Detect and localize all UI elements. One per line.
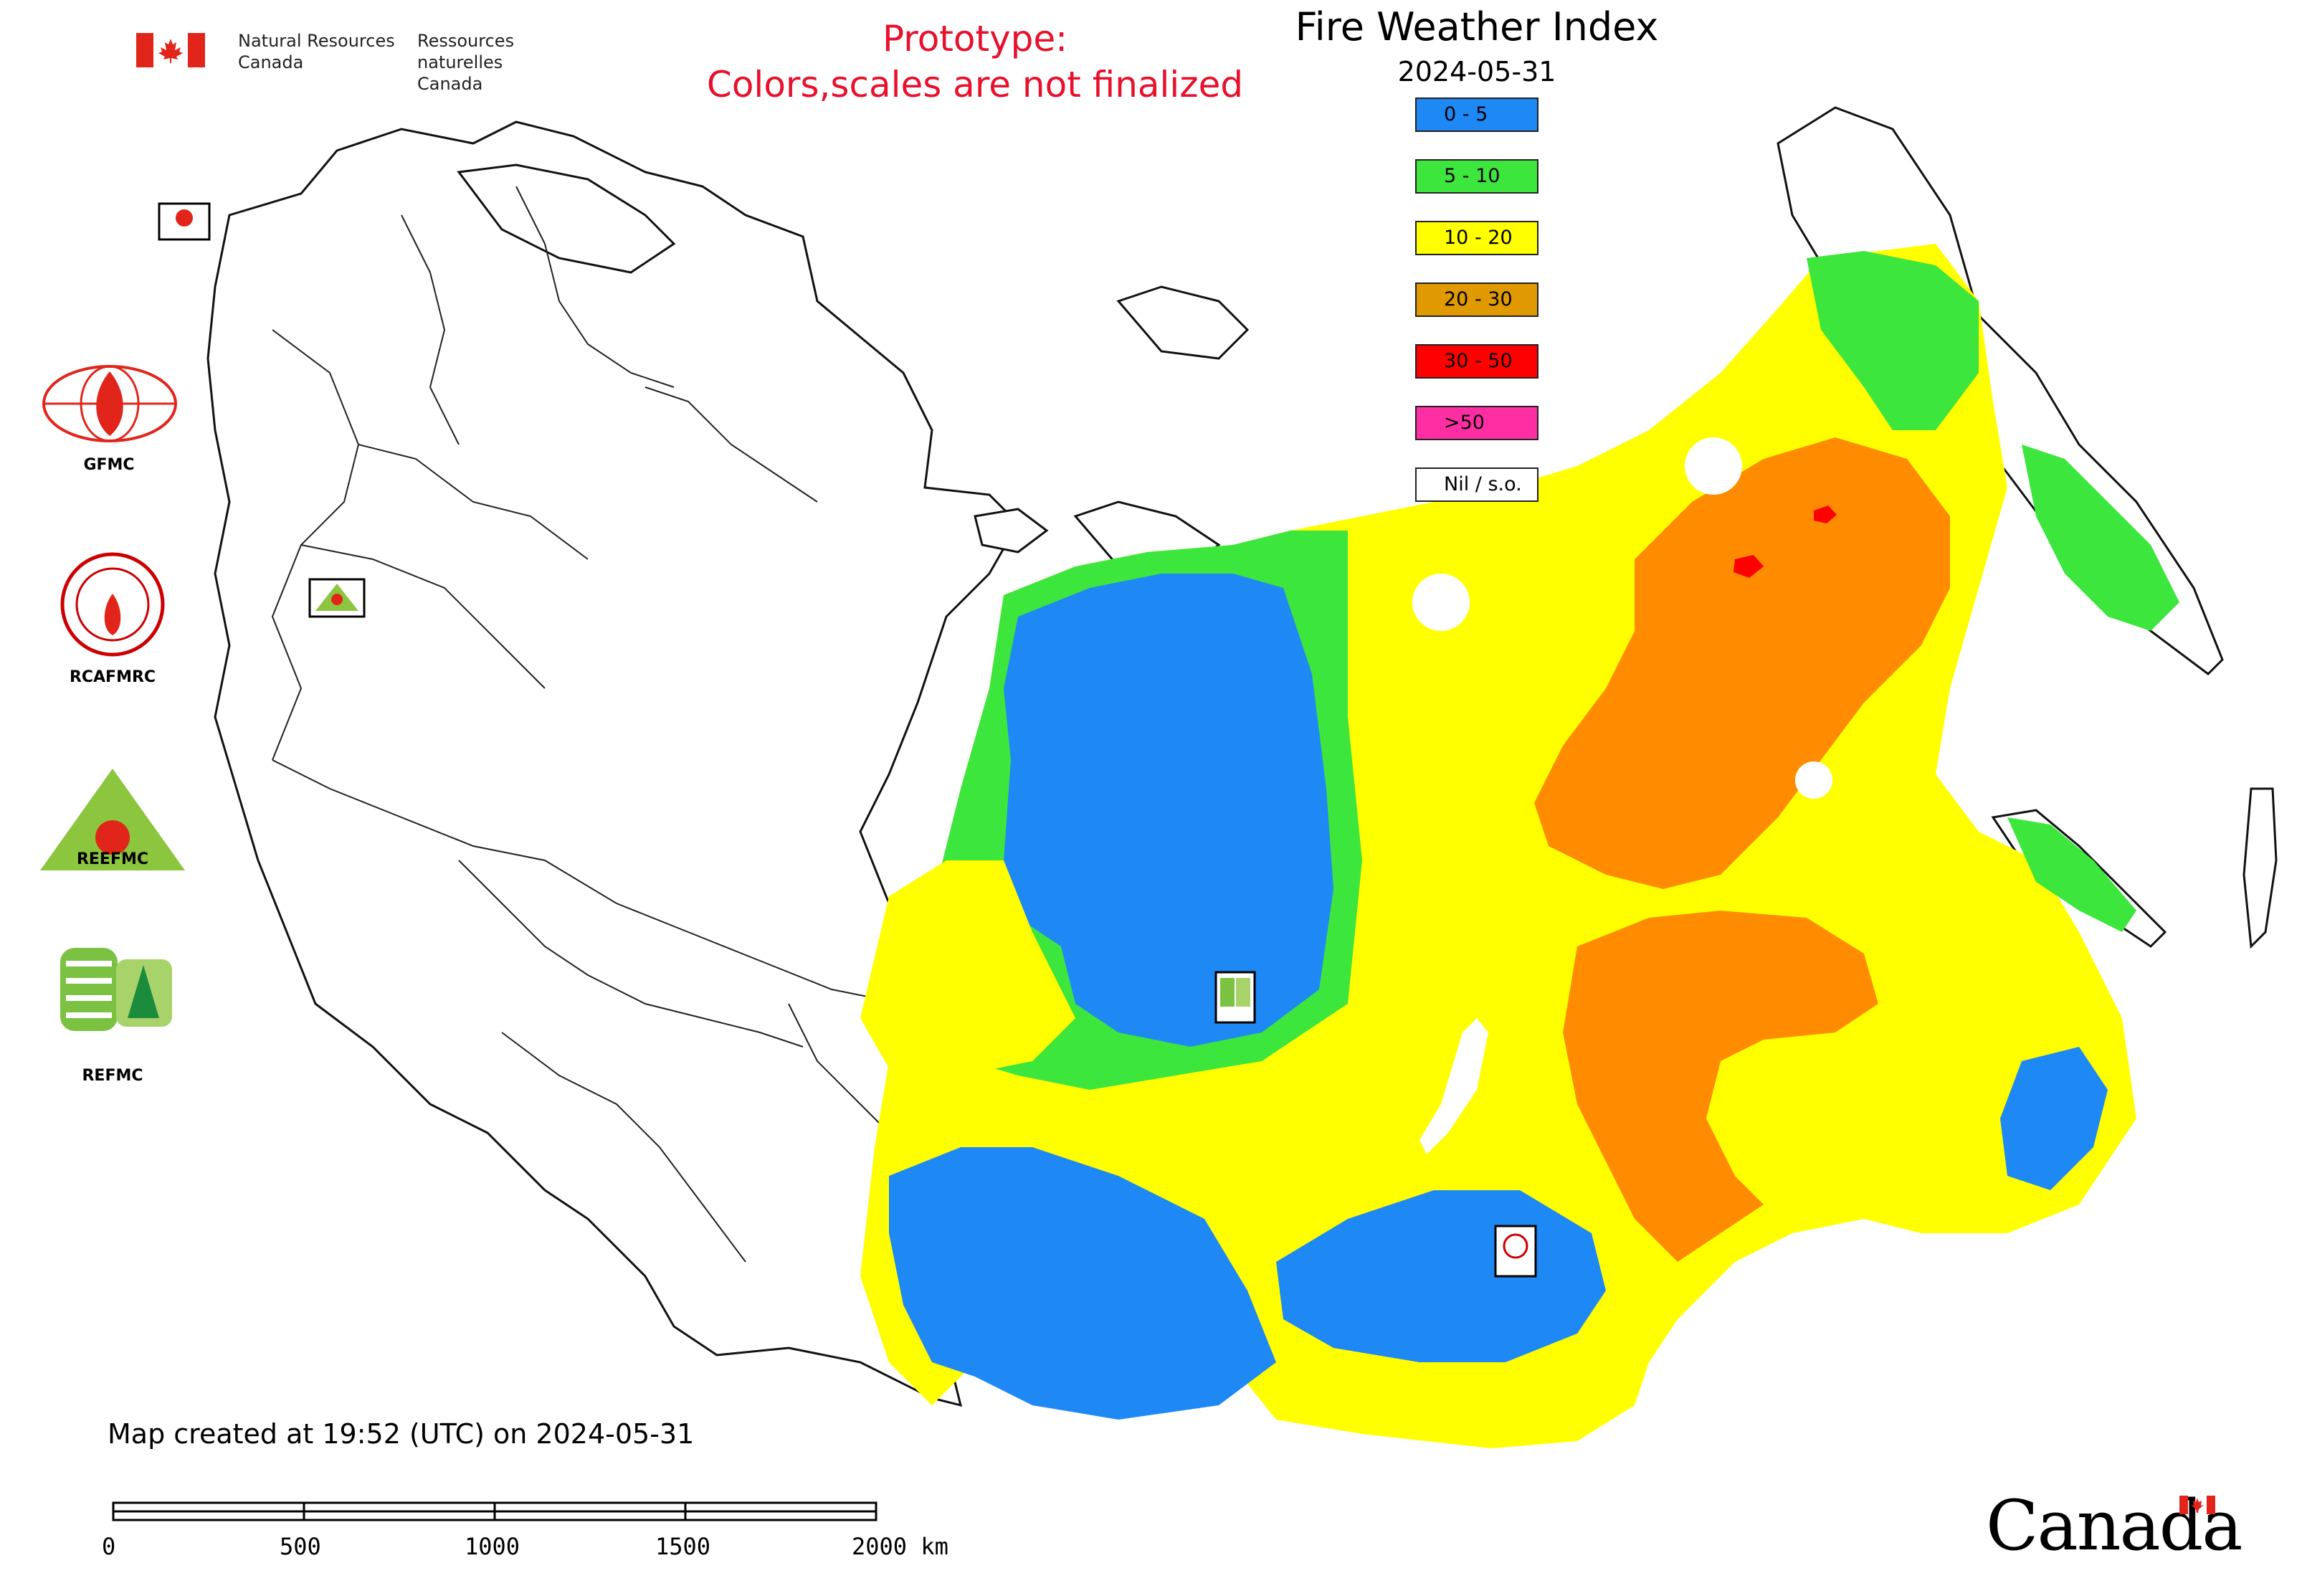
legend-item-5-10: 5 - 10 (1415, 159, 1538, 194)
scale-tick-1000: 1000 (465, 1533, 520, 1560)
scale-tick-0: 0 (102, 1533, 116, 1560)
map-title: Fire Weather Index (1295, 4, 1659, 49)
logo-label-rcafmrc: RCAFMRC (69, 668, 156, 686)
legend-item-10-20: 10 - 20 (1415, 221, 1538, 255)
scale-tick-2000: 2000 km (852, 1533, 948, 1560)
scale-tick-500: 500 (280, 1533, 321, 1560)
logo-label-reefmc: REEFMC (76, 850, 149, 868)
rcafmrc-seal-icon (60, 552, 165, 657)
logo-label-refmc: REFMC (82, 1067, 143, 1085)
fwi-nil-circle-3 (1795, 761, 1832, 799)
fwi-zone-blue-primorye (2000, 1047, 2108, 1190)
scale-bar (112, 1501, 877, 1521)
fwi-nil-circle-2 (1412, 574, 1470, 631)
gfmc-globe-flame-icon (42, 365, 177, 442)
map-logo-rcafmrc (1494, 1225, 1537, 1278)
fwi-zone-blue-west (1004, 574, 1333, 1047)
map-logo-reefmc (308, 578, 366, 618)
map-date: 2024-05-31 (1397, 56, 1556, 87)
legend-item-0-5: 0 - 5 (1415, 98, 1538, 132)
fwi-zone-red-hotspot-2 (1733, 555, 1764, 578)
map-logo-refmc (1214, 971, 1256, 1024)
fwi-zone-orange-yakutia (1534, 437, 1950, 889)
legend-item-over-50: >50 (1415, 406, 1538, 440)
logo-label-gfmc: GFMC (83, 456, 135, 474)
fwi-region (860, 244, 2179, 1448)
scale-tick-1500: 1500 (655, 1533, 711, 1560)
prototype-notice: Prototype: Colors,scales are not finaliz… (706, 18, 1244, 105)
fwi-zone-orange-amur (1563, 911, 1878, 1262)
legend-item-30-50: 30 - 50 (1415, 344, 1538, 379)
reefmc-triangle-icon (40, 769, 185, 870)
department-name-fr: Ressources naturelles Canada (417, 31, 515, 94)
wordmark-flag-icon (2179, 1496, 2215, 1514)
fwi-zone-green-northeast (1807, 251, 1979, 430)
legend-item-nil: Nil / s.o. (1415, 467, 1538, 502)
fwi-zone-yellow-southwest (860, 860, 1075, 1075)
government-signature: Natural Resources Canada Ressources natur… (136, 30, 595, 94)
canada-flag-icon (136, 33, 205, 67)
fwi-zone-green-sakhalin (2007, 817, 2136, 932)
fwi-zone-blue-south (889, 1147, 1276, 1420)
canada-wordmark: Canada (1986, 1486, 2242, 1566)
fwi-zone-red-hotspot-1 (1814, 505, 1837, 523)
fwi-zone-green-kamchatka (2022, 445, 2179, 631)
legend-item-20-30: 20 - 30 (1415, 282, 1538, 317)
basemap-boundaries (271, 186, 904, 1263)
refmc-sigma-icon (60, 948, 172, 1031)
department-name-en: Natural Resources Canada (238, 31, 395, 72)
baikal-lake (1419, 1018, 1488, 1154)
map-logo-gfmc (158, 202, 211, 241)
fwi-nil-circle-1 (1685, 437, 1742, 495)
map-created-timestamp: Map created at 19:52 (UTC) on 2024-05-31 (108, 1418, 695, 1450)
